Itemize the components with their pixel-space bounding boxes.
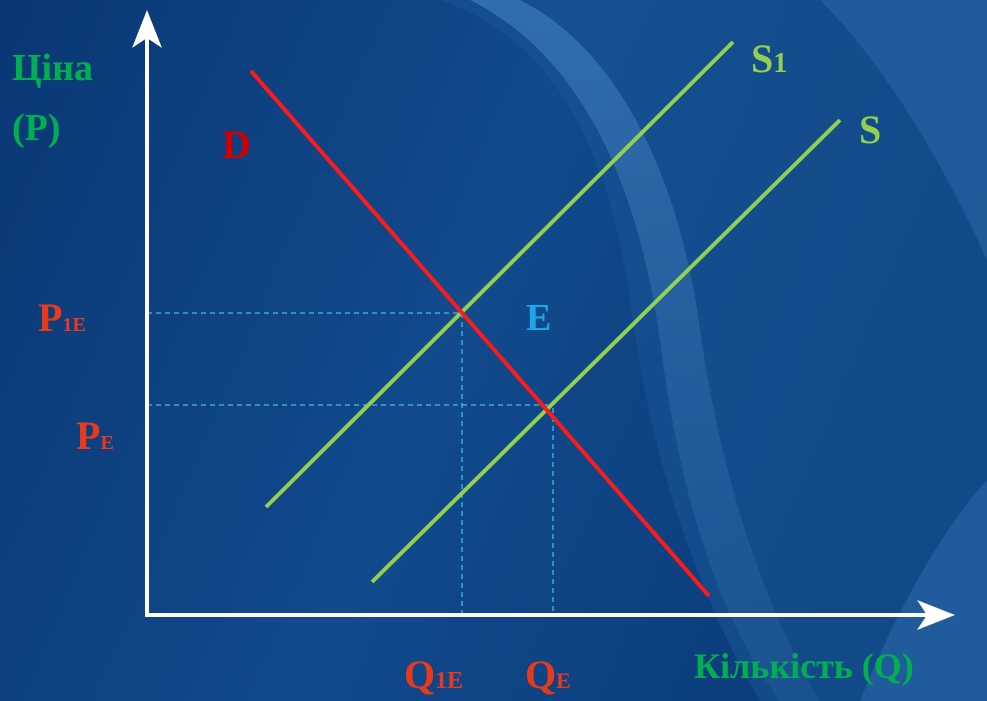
- price-original-label: PE: [76, 413, 114, 458]
- quantity-axis-arrow-icon: [917, 600, 955, 630]
- demand-curve: [249, 69, 711, 598]
- quantity-original-label: QE: [525, 652, 571, 697]
- supply-curve-original: [370, 118, 842, 584]
- price-axis-label-line2: (P): [12, 107, 61, 149]
- background-swirl-highlight: [470, 0, 820, 701]
- background-swirl-bottom: [860, 480, 987, 701]
- quantity-axis-label: Кількість (Q): [694, 646, 914, 686]
- demand-curve-label: D: [222, 122, 251, 167]
- price-axis-label-line1: Ціна: [12, 47, 93, 89]
- background-swirl: [440, 0, 987, 701]
- supply-curve-label: S: [859, 107, 881, 152]
- price-shifted-label: P1E: [38, 295, 86, 340]
- supply-curve-shifted: [264, 40, 735, 509]
- supply-shifted-curve-label: S1: [751, 36, 787, 81]
- price-axis-arrow-icon: [132, 10, 162, 48]
- equilibrium-label: E: [526, 297, 551, 339]
- background-swirl-corner: [820, 0, 987, 260]
- quantity-shifted-label: Q1E: [404, 652, 463, 697]
